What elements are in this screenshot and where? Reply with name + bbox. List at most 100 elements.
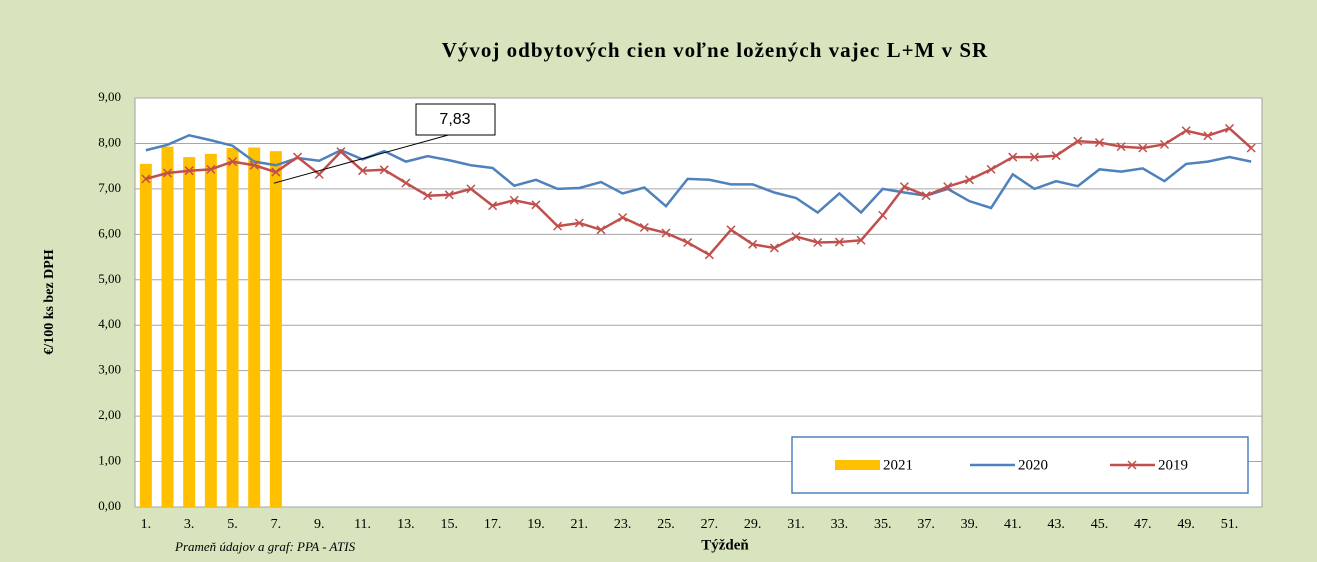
annotation: 7,83 <box>439 111 470 128</box>
y-tick-label: 7,00 <box>98 180 121 195</box>
marker <box>141 174 151 184</box>
marker <box>943 182 953 192</box>
source-note: Prameň údajov a graf: PPA - ATIS <box>174 539 356 554</box>
marker <box>834 237 844 247</box>
y-axis-label: €/100 ks bez DPH <box>42 249 57 355</box>
marker <box>379 165 389 175</box>
marker <box>1116 142 1126 152</box>
x-tick-label: 47. <box>1134 517 1152 532</box>
line <box>145 127 1252 257</box>
marker <box>1203 131 1213 141</box>
y-tick-label: 1,00 <box>98 453 121 468</box>
x-tick-label: 43. <box>1047 517 1065 532</box>
y-tick-label: 5,00 <box>98 271 121 286</box>
marker <box>466 184 476 194</box>
marker <box>1181 126 1191 136</box>
marker <box>1008 152 1018 162</box>
annotation-box <box>415 103 496 136</box>
marker <box>358 166 368 176</box>
marker <box>1051 151 1061 161</box>
marker <box>986 164 996 174</box>
marker <box>1138 143 1148 153</box>
y-tick-label: 0,00 <box>98 498 121 513</box>
legend-marker <box>1127 460 1137 470</box>
bar <box>139 163 152 507</box>
x-tick-label: 11. <box>354 517 371 532</box>
y-tick-label: 2,00 <box>98 407 121 422</box>
x-axis-label: Týždeň <box>701 537 749 553</box>
x-tick-label: 19. <box>527 517 545 532</box>
marker <box>596 225 606 235</box>
x-tick-label: 27. <box>701 517 719 532</box>
x-tick-label: 13. <box>397 517 415 532</box>
x-tick-label: 35. <box>874 517 892 532</box>
marker <box>423 191 433 201</box>
legend-label: 2021 <box>883 457 913 473</box>
x-tick-label: 5. <box>227 517 238 532</box>
x-tick-label: 45. <box>1091 517 1109 532</box>
line <box>145 133 1252 215</box>
x-tick-label: 17. <box>484 517 502 532</box>
x-tick-label: 9. <box>314 517 325 532</box>
marker <box>856 235 866 245</box>
bar <box>161 146 174 507</box>
marker <box>574 218 584 228</box>
bar <box>248 147 261 508</box>
x-tick-label: 3. <box>184 517 195 532</box>
marker <box>1094 138 1104 148</box>
x-tick-label: 7. <box>271 517 282 532</box>
x-tick-label: 39. <box>961 517 979 532</box>
marker <box>661 228 671 238</box>
x-tick-label: 49. <box>1177 517 1195 532</box>
marker <box>162 168 173 178</box>
legend-swatch <box>835 460 880 470</box>
marker <box>271 167 281 177</box>
marker <box>531 200 541 210</box>
marker <box>1159 139 1170 149</box>
marker <box>878 210 888 220</box>
marker <box>553 221 563 231</box>
marker <box>791 232 801 242</box>
x-tick-label: 25. <box>657 517 675 532</box>
marker <box>813 237 823 248</box>
x-tick-label: 29. <box>744 517 762 532</box>
chart-title: Vývoj odbytových cien voľne ložených vaj… <box>442 38 988 62</box>
x-tick-label: 31. <box>787 517 805 532</box>
legend-label: 2020 <box>1018 457 1048 473</box>
bar <box>183 157 196 508</box>
bar <box>269 151 282 508</box>
marker <box>488 201 498 211</box>
x-tick-label: 37. <box>917 517 935 532</box>
y-tick-label: 4,00 <box>98 316 121 331</box>
x-tick-label: 33. <box>831 517 849 532</box>
marker <box>401 178 411 188</box>
marker <box>206 164 216 174</box>
marker <box>964 175 974 185</box>
marker <box>1246 143 1256 153</box>
marker <box>444 190 454 200</box>
marker <box>921 191 931 201</box>
y-tick-label: 8,00 <box>98 134 121 149</box>
y-tick-label: 9,00 <box>98 89 121 104</box>
marker <box>683 237 693 248</box>
marker <box>618 212 628 223</box>
x-tick-label: 41. <box>1004 517 1022 532</box>
x-tick-label: 21. <box>571 517 589 532</box>
x-tick-label: 1. <box>141 517 152 532</box>
marker <box>293 152 303 162</box>
marker <box>748 239 758 249</box>
y-tick-label: 3,00 <box>98 362 121 377</box>
marker <box>336 147 346 157</box>
marker <box>249 160 259 170</box>
marker <box>769 243 779 253</box>
marker <box>1073 136 1083 146</box>
x-tick-label: 51. <box>1221 517 1239 532</box>
bar <box>226 147 239 507</box>
marker <box>1029 152 1039 162</box>
legend-label: 2019 <box>1158 457 1188 473</box>
marker <box>639 222 649 233</box>
marker <box>227 157 238 167</box>
x-tick-label: 23. <box>614 517 632 532</box>
